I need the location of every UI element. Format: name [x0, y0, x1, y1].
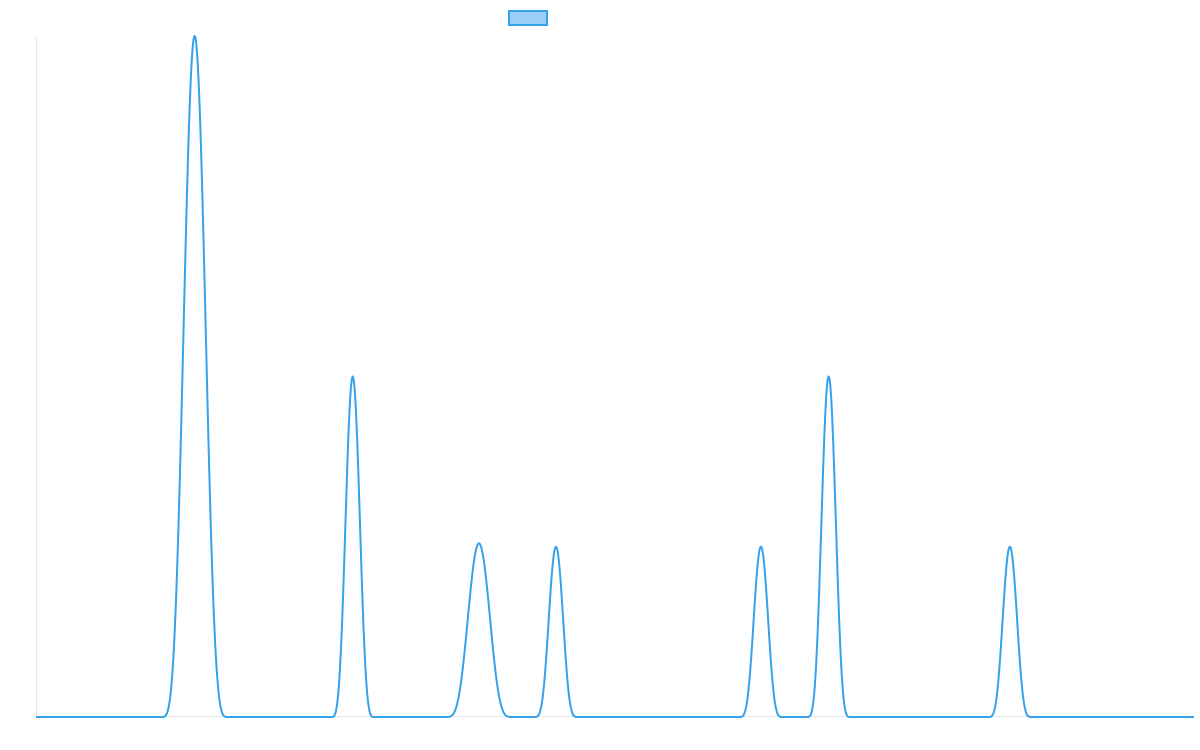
peak-point-4[interactable]: [552, 543, 560, 551]
peak-point-5[interactable]: [757, 543, 765, 551]
series-line: [35, 35, 1195, 718]
series-layer: [35, 32, 1195, 718]
peak-point-3[interactable]: [475, 539, 483, 547]
peak-point-2[interactable]: [349, 373, 357, 381]
peak-point-1[interactable]: [191, 32, 199, 40]
peak-point-7[interactable]: [1006, 543, 1014, 551]
legend-swatch[interactable]: [508, 10, 548, 26]
peak-point-6[interactable]: [825, 373, 833, 381]
